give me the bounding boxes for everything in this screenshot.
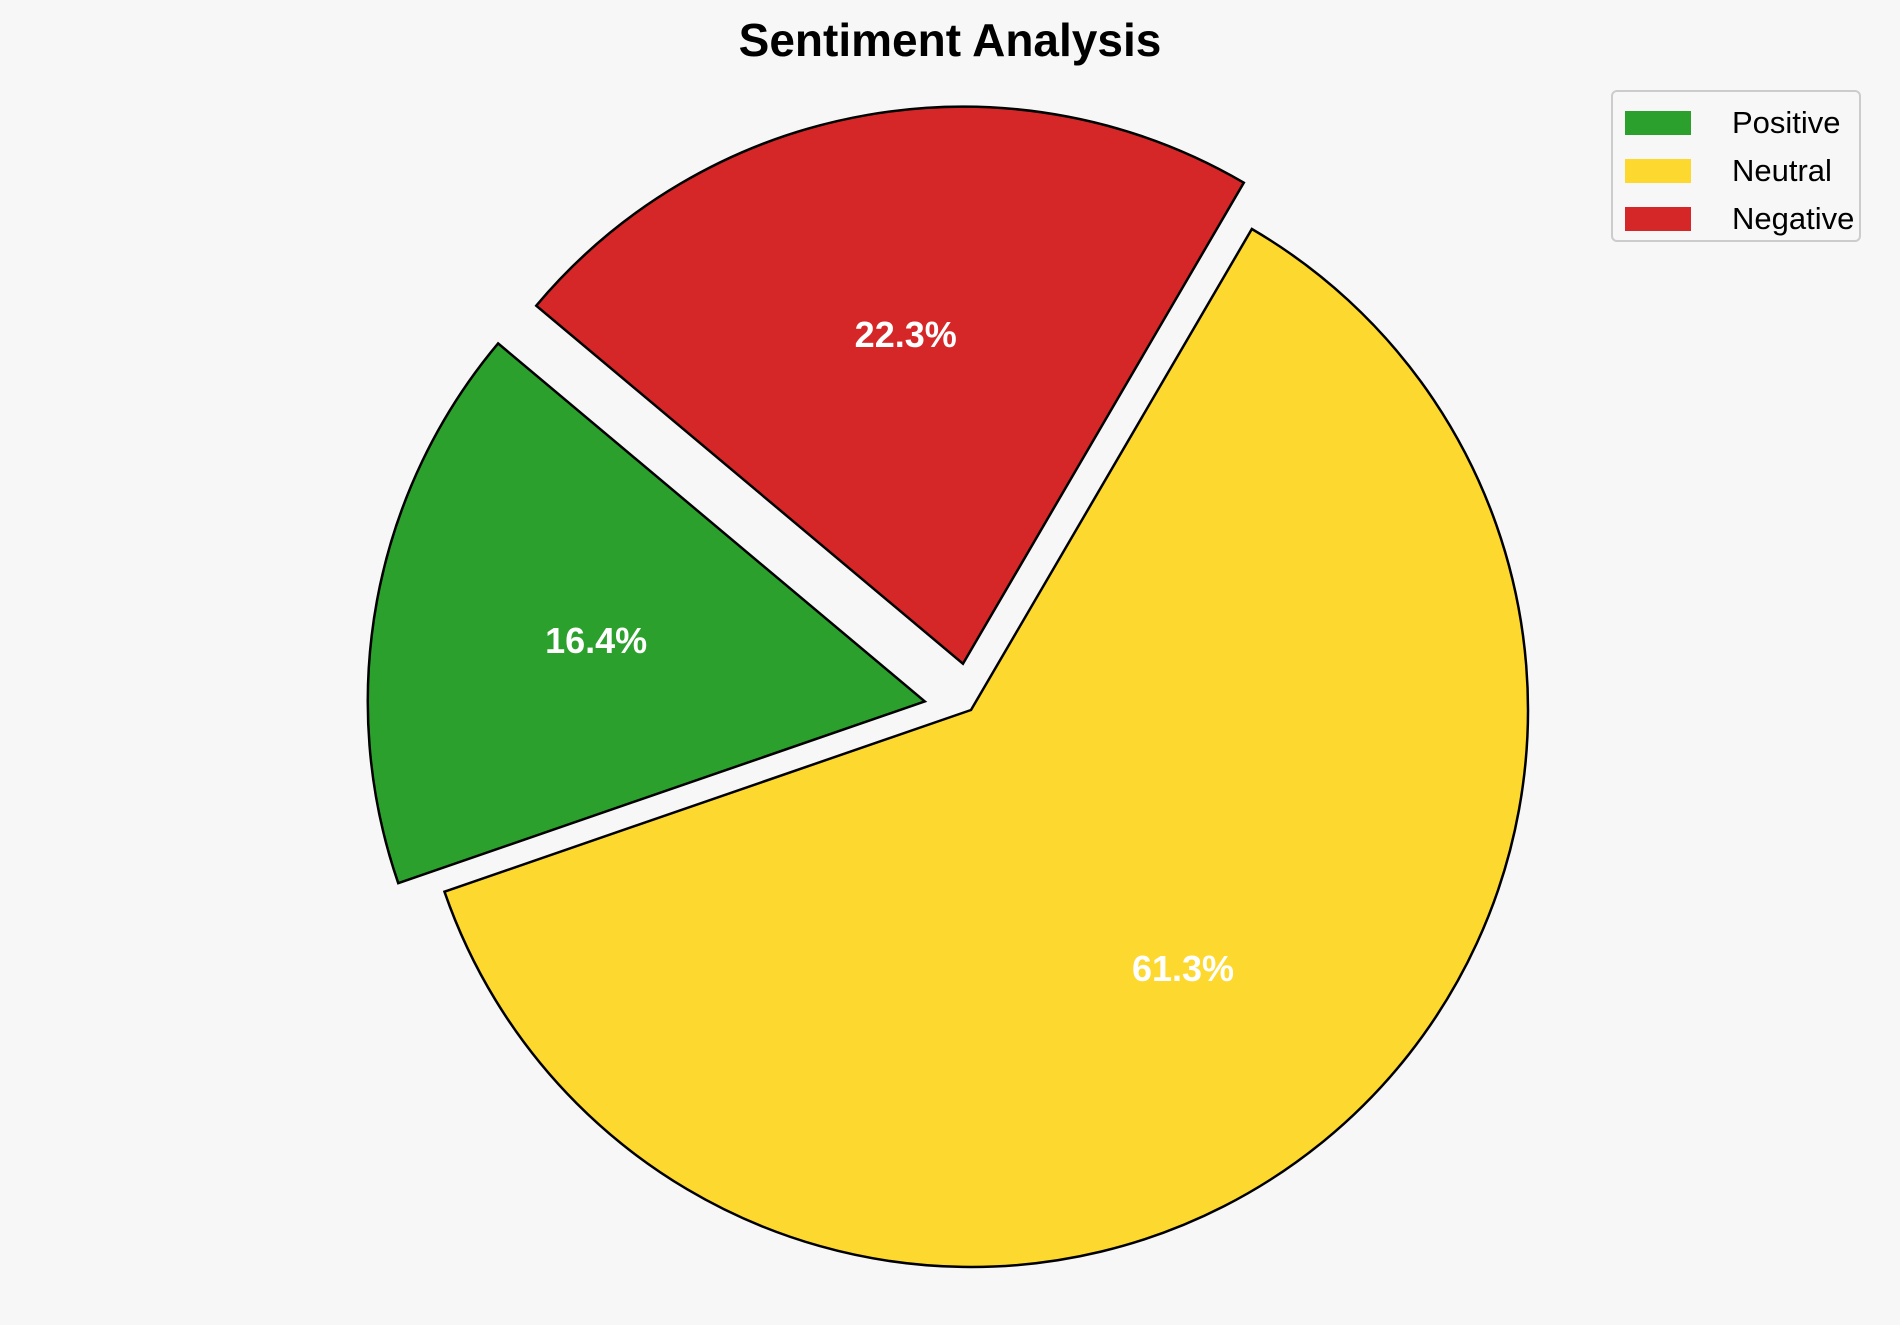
pie-slice-positive [366,341,928,885]
legend-swatch-negative [1625,207,1691,231]
legend-label-positive: Positive [1732,105,1841,140]
legend: Positive Neutral Negative [1611,90,1861,242]
legend-item-negative: Negative [1625,199,1855,239]
legend-item-neutral: Neutral [1625,151,1855,191]
pie-label-positive: 16.4% [545,620,647,661]
pie-label-neutral: 61.3% [1132,948,1234,989]
pie-slice-neutral [442,227,1530,1269]
legend-item-positive: Positive [1625,103,1855,143]
legend-swatch-neutral [1625,159,1691,183]
pie-label-negative: 22.3% [855,314,957,355]
pie-slices [366,105,1530,1269]
legend-swatch-positive [1625,111,1691,135]
chart-title: Sentiment Analysis [738,14,1162,66]
pie-labels: 16.4% 61.3% 22.3% [545,314,1234,989]
legend-label-neutral: Neutral [1732,153,1832,188]
pie-slice-negative [534,105,1246,666]
legend-label-negative: Negative [1732,201,1855,236]
